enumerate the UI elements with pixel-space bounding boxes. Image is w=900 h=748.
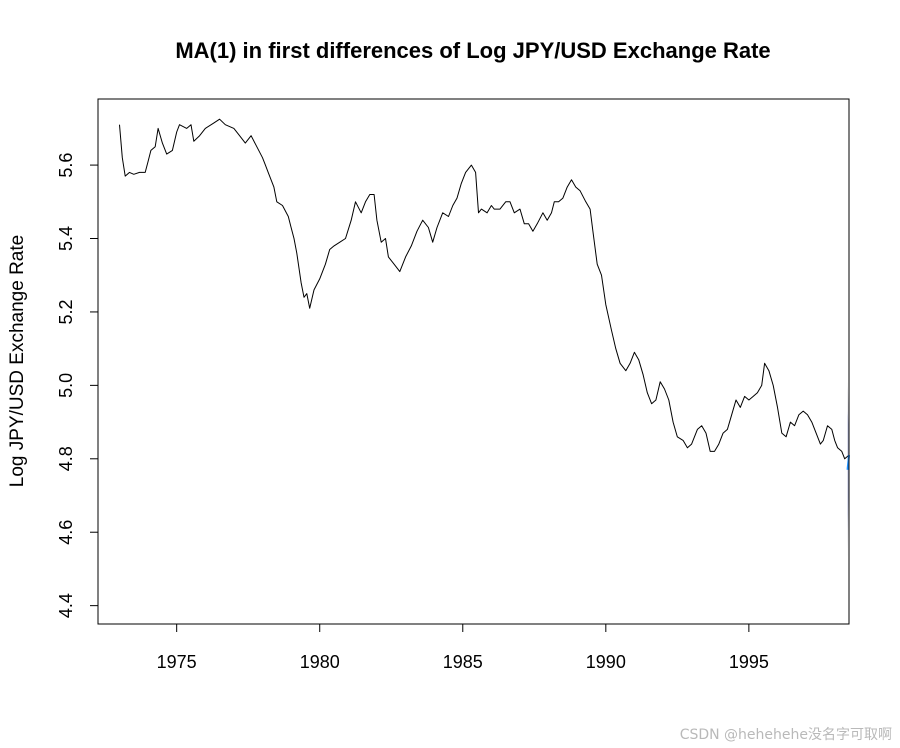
x-axis: 1975 1980 1985 1990 1995 <box>157 623 769 672</box>
y-tick-label: 5.2 <box>56 299 76 324</box>
chart-title: MA(1) in first differences of Log JPY/US… <box>175 38 770 63</box>
y-tick-label: 5.0 <box>56 373 76 398</box>
x-tick-label: 1975 <box>157 652 197 672</box>
series-line-observed <box>119 118 850 460</box>
x-tick-label: 1980 <box>300 652 340 672</box>
x-tick-label: 1985 <box>443 652 483 672</box>
y-tick-label: 4.4 <box>56 593 76 618</box>
y-axis-label: Log JPY/USD Exchange Rate <box>7 235 28 487</box>
y-axis: 4.4 4.6 4.8 5.0 5.2 5.4 5.6 <box>56 153 99 618</box>
y-tick-label: 5.4 <box>56 226 76 251</box>
plot-frame <box>97 98 850 625</box>
x-tick-label: 1990 <box>586 652 626 672</box>
x-tick-label: 1995 <box>729 652 769 672</box>
series-lines <box>119 118 850 470</box>
y-tick-label: 4.6 <box>56 520 76 545</box>
watermark-text: CSDN @hehehehe没名字可取啊 <box>679 727 892 743</box>
y-tick-label: 5.6 <box>56 153 76 178</box>
y-tick-label: 4.8 <box>56 446 76 471</box>
